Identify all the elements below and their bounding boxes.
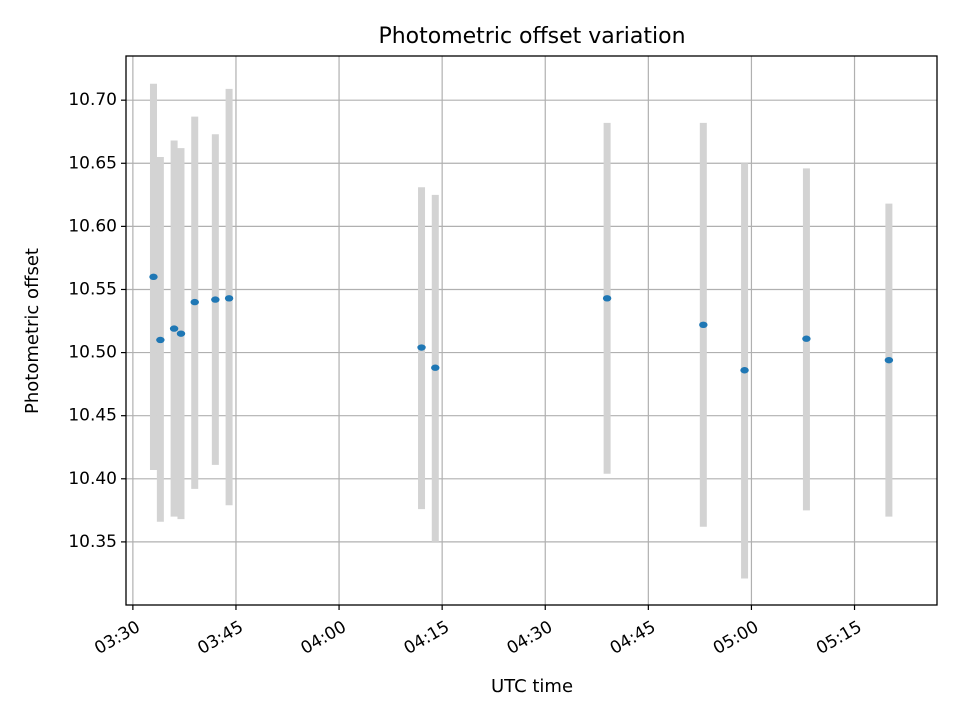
x-tick-label: 04:30 [504,617,556,659]
data-point [802,335,811,342]
data-point [156,336,165,344]
x-tick-label: 05:15 [813,617,865,659]
x-tick-label: 04:45 [607,617,659,659]
data-point [169,325,179,332]
x-tick-label: 03:30 [91,617,143,659]
plot-frame [125,55,938,606]
x-tick-label: 05:00 [710,617,762,659]
y-tick-label: 10.65 [68,153,117,173]
y-tick-label: 10.50 [68,343,117,363]
data-point [190,298,199,306]
y-tick-label: 10.70 [68,90,117,110]
chart-title: Photometric offset variation [378,24,685,49]
data-point [602,295,612,302]
x-axis-label: UTC time [491,676,573,697]
data-point [176,330,186,337]
data-point [149,273,158,281]
data-point [224,295,234,302]
y-tick-label: 10.45 [68,406,117,426]
x-tick-label: 04:00 [297,617,349,659]
y-tick-label: 10.40 [68,469,117,489]
grid-layer [126,56,937,605]
data-point [417,344,426,351]
data-point [211,296,220,303]
y-axis-label: Photometric offset [22,248,43,414]
point-layer [149,273,894,374]
data-point [740,367,749,374]
errorbar-layer [149,83,893,579]
x-tick-label: 04:15 [401,617,453,659]
y-tick-label: 10.60 [68,216,117,236]
y-tick-label: 10.55 [68,279,117,299]
x-tick-label: 03:45 [194,617,246,659]
data-point [884,356,894,364]
data-point [699,321,708,329]
data-point [431,364,440,371]
y-tick-label: 10.35 [68,532,117,552]
